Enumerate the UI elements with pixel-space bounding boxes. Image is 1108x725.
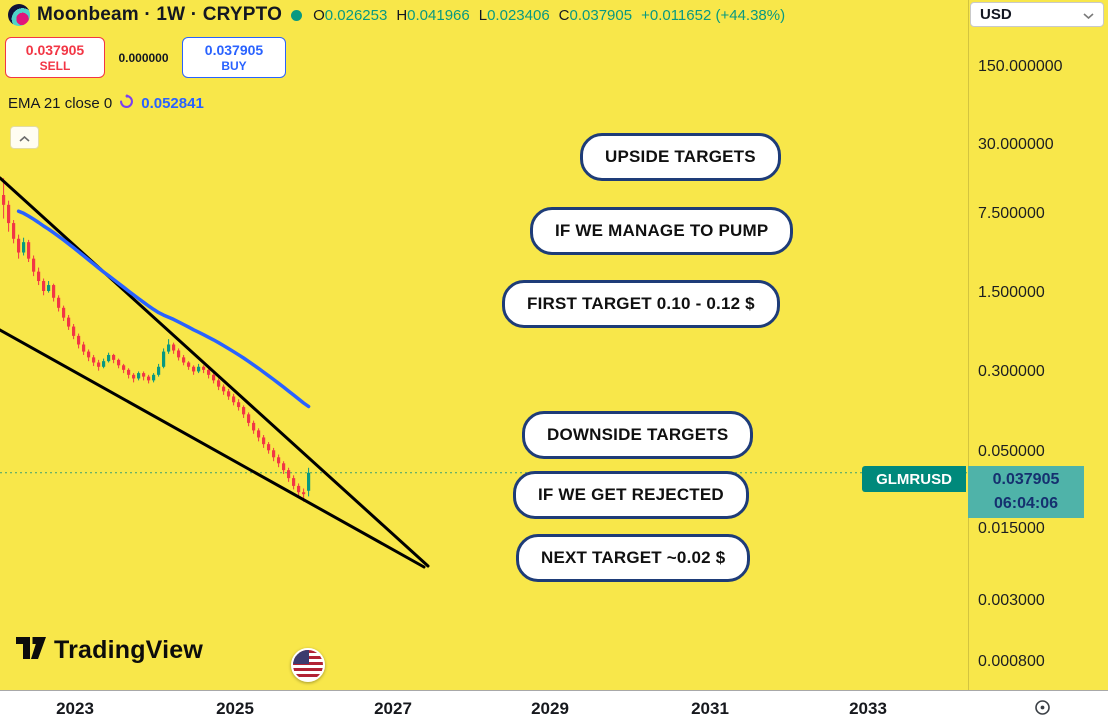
time-axis-label: 2029 bbox=[531, 699, 569, 718]
high-label: H bbox=[396, 6, 408, 24]
chevron-down-icon bbox=[1083, 6, 1094, 23]
callout-first-target[interactable]: FIRST TARGET 0.10 - 0.12 $ bbox=[502, 280, 780, 328]
time-axis-label: 2023 bbox=[56, 699, 94, 718]
indicator-name: EMA 21 close 0 bbox=[8, 95, 113, 112]
price-axis-label: 7.500000 bbox=[978, 205, 1045, 222]
low-label: L bbox=[478, 6, 488, 24]
currency-dropdown-value: USD bbox=[980, 6, 1012, 23]
moonbeam-logo-icon bbox=[8, 4, 30, 26]
chart-canvas[interactable] bbox=[0, 0, 968, 690]
collapse-panel-button[interactable] bbox=[10, 126, 39, 149]
buy-label: BUY bbox=[221, 58, 247, 73]
sell-button[interactable]: 0.037905 SELL bbox=[5, 37, 105, 78]
currency-dropdown[interactable]: USD bbox=[970, 2, 1104, 27]
callout-upside-targets[interactable]: UPSIDE TARGETS bbox=[580, 133, 781, 181]
us-flag-canton bbox=[293, 650, 309, 664]
indicator-value: 0.052841 bbox=[141, 95, 204, 112]
indicator-legend[interactable]: EMA 21 close 0 0.052841 bbox=[8, 94, 204, 113]
price-axis-label: 0.015000 bbox=[978, 520, 1045, 537]
price-axis-label: 0.000800 bbox=[978, 653, 1045, 670]
time-axis-label: 2025 bbox=[216, 699, 254, 718]
price-axis[interactable]: 150.000000 30.000000 7.500000 1.500000 0.300… bbox=[968, 0, 1108, 690]
price-axis-label: 0.300000 bbox=[978, 363, 1045, 380]
market-status-icon bbox=[291, 9, 303, 21]
symbol-legend: Moonbeam · 1W · CRYPTO O 0.026253 H 0.0419… bbox=[8, 4, 785, 26]
tradingview-watermark[interactable]: TradingView bbox=[16, 636, 203, 665]
time-axis-label: 2031 bbox=[691, 699, 729, 718]
close-value: 0.037905 bbox=[569, 6, 633, 24]
time-axis[interactable]: 2023 2025 2027 2029 2031 2033 bbox=[0, 690, 1108, 725]
change-value: +0.011652 (+44.38%) bbox=[641, 6, 786, 24]
price-axis-label: 0.003000 bbox=[978, 592, 1045, 609]
refresh-icon bbox=[119, 94, 134, 113]
symbol-title[interactable]: Moonbeam · 1W · CRYPTO bbox=[37, 4, 283, 25]
bar-countdown: 06:04:06 bbox=[993, 495, 1059, 512]
open-value: 0.026253 bbox=[324, 6, 388, 24]
chevron-up-icon bbox=[19, 129, 30, 147]
price-axis-label: 30.000000 bbox=[978, 136, 1054, 153]
callout-if-we-pump[interactable]: IF WE MANAGE TO PUMP bbox=[530, 207, 794, 255]
high-value: 0.041966 bbox=[407, 6, 470, 24]
time-axis-label: 2027 bbox=[374, 699, 412, 718]
timezone-settings-icon[interactable] bbox=[1034, 699, 1051, 721]
price-axis-label: 150.000000 bbox=[978, 58, 1063, 75]
last-price-label: 0.037905 06:04:06 bbox=[968, 466, 1084, 518]
sell-price: 0.037905 bbox=[25, 41, 85, 58]
symbol-price-tag: GLMRUSD bbox=[862, 466, 966, 492]
low-value: 0.023406 bbox=[487, 6, 550, 24]
open-label: O bbox=[313, 6, 325, 24]
us-flag-icon bbox=[291, 648, 325, 682]
close-label: C bbox=[558, 6, 570, 24]
price-axis-label: 0.050000 bbox=[978, 443, 1045, 460]
callout-downside-targets[interactable]: DOWNSIDE TARGETS bbox=[522, 411, 754, 459]
sell-label: SELL bbox=[39, 58, 71, 73]
callout-if-rejected[interactable]: IF WE GET REJECTED bbox=[513, 471, 749, 519]
trade-panel: 0.037905 SELL 0.000000 0.037905 BUY bbox=[5, 37, 286, 78]
ohlc-values: O 0.026253 H 0.041966 L 0.023406 C 0.037905 … bbox=[313, 7, 785, 24]
callout-next-target[interactable]: NEXT TARGET ~0.02 $ bbox=[516, 534, 751, 582]
tradingview-logo-icon bbox=[16, 637, 46, 664]
price-axis-label: 1.500000 bbox=[978, 284, 1045, 301]
buy-price: 0.037905 bbox=[204, 41, 264, 58]
spread-value: 0.000000 bbox=[118, 50, 169, 65]
last-price-value: 0.037905 bbox=[992, 471, 1060, 488]
tradingview-watermark-text: TradingView bbox=[54, 636, 204, 664]
time-axis-label: 2033 bbox=[849, 699, 887, 718]
buy-button[interactable]: 0.037905 BUY bbox=[182, 37, 286, 78]
